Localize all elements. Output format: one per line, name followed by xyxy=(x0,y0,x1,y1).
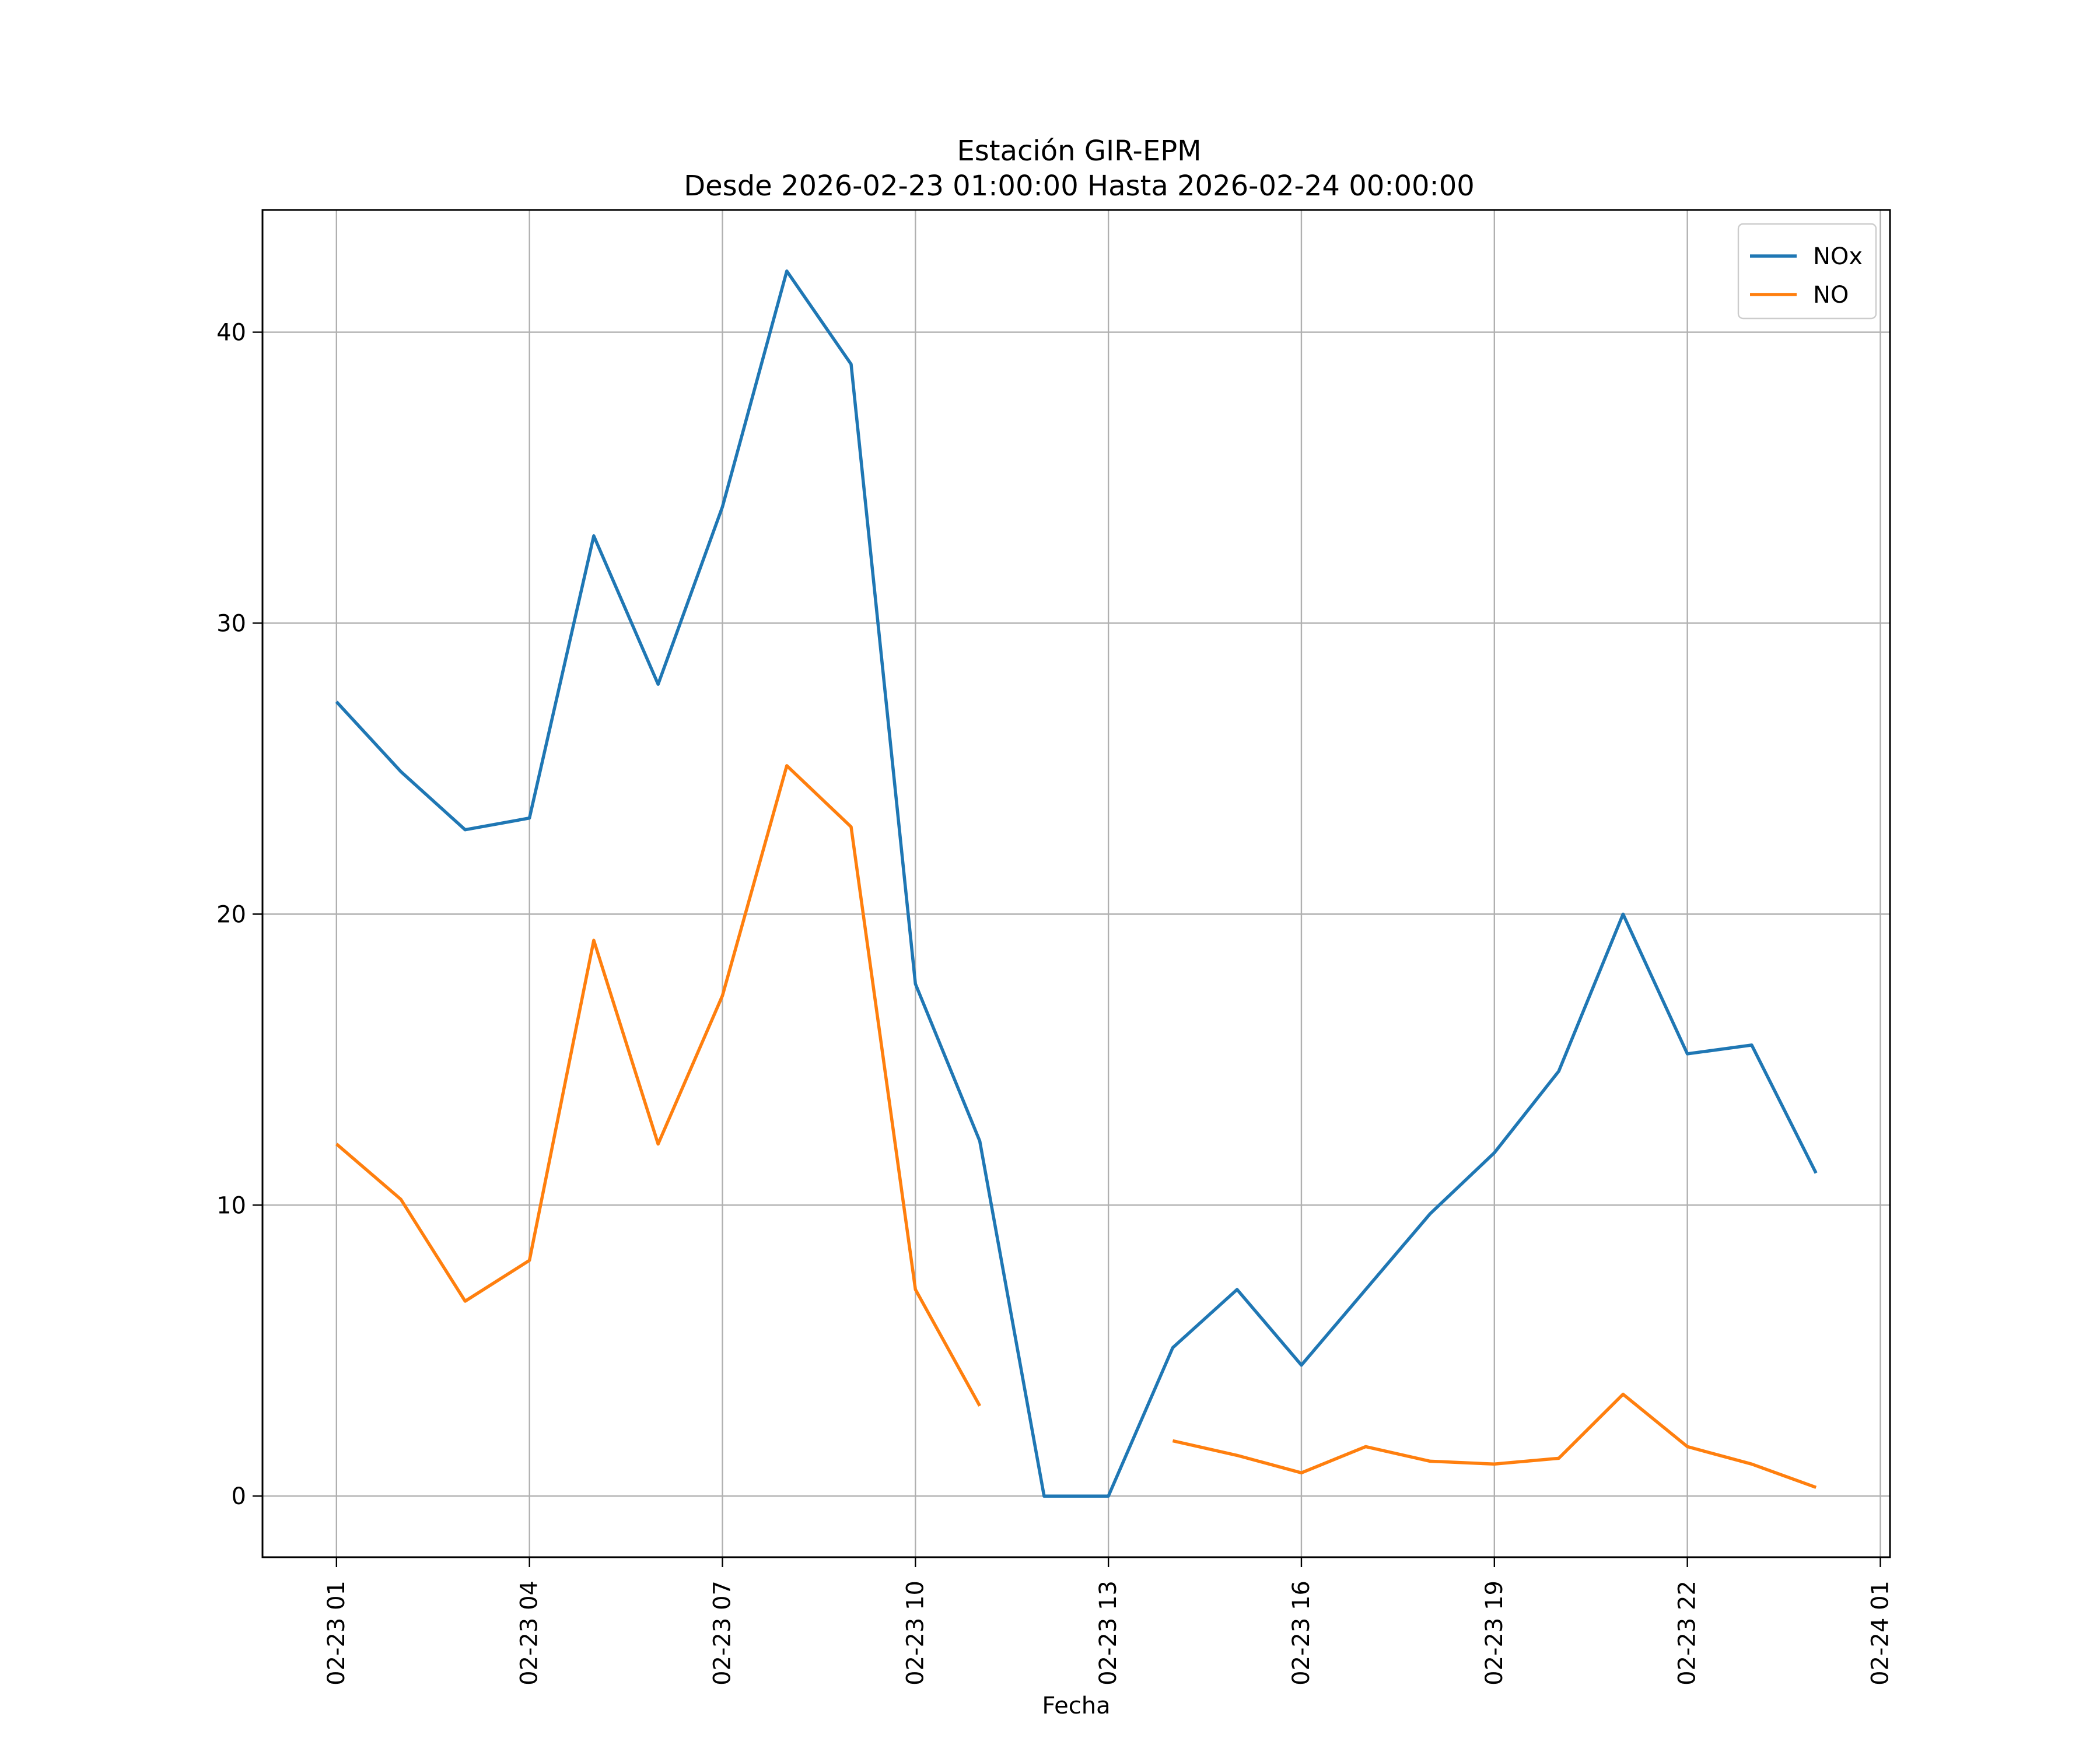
x-tick-label: 02-24 01 xyxy=(1867,1581,1894,1686)
y-tick-label: 0 xyxy=(232,1483,246,1510)
y-tick-label: 30 xyxy=(216,610,246,637)
y-tick-label: 40 xyxy=(216,320,246,346)
x-tick-label: 02-23 13 xyxy=(1095,1581,1122,1686)
legend-box xyxy=(1738,224,1876,318)
x-axis-label: Fecha xyxy=(1042,1693,1110,1719)
x-tick-label: 02-23 16 xyxy=(1288,1581,1315,1686)
legend: NOx NO xyxy=(1738,224,1876,318)
y-tick-label: 20 xyxy=(216,901,246,928)
x-tick-label: 02-23 22 xyxy=(1674,1581,1701,1686)
legend-label: NOx xyxy=(1813,243,1863,270)
x-tick-label: 02-23 07 xyxy=(709,1581,736,1686)
chart-title: Estación GIR-EPM xyxy=(957,135,1201,167)
x-tick-label: 02-23 04 xyxy=(516,1581,543,1686)
chart-subtitle: Desde 2026-02-23 01:00:00 Hasta 2026-02-… xyxy=(684,170,1475,202)
x-tick-label: 02-23 19 xyxy=(1481,1581,1508,1686)
y-tick-label: 10 xyxy=(216,1192,246,1219)
legend-label: NO xyxy=(1813,282,1849,309)
x-tick-label: 02-23 01 xyxy=(323,1581,350,1686)
x-tick-label: 02-23 10 xyxy=(902,1581,929,1686)
